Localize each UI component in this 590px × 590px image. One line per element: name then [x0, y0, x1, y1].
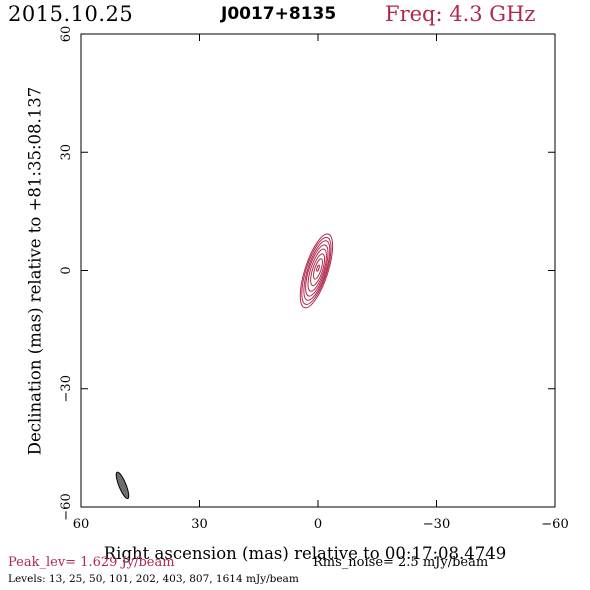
y-tick-label: −60	[59, 493, 74, 520]
y-tick-label: 0	[59, 266, 74, 274]
peak-level: Peak_lev= 1.629 Jy/beam	[8, 555, 175, 570]
contour-levels: Levels: 13, 25, 50, 101, 202, 403, 807, …	[8, 573, 299, 585]
contour-level-101	[305, 244, 329, 297]
beam-shape	[115, 471, 130, 500]
rms-noise: Rms_noise= 2.5 mJy/beam	[313, 555, 489, 570]
observation-date: 2015.10.25	[8, 2, 134, 26]
contour-level-1614	[316, 264, 320, 272]
contour-level-807	[313, 258, 323, 280]
x-tick-label: 30	[191, 517, 208, 532]
contour-level-50	[303, 240, 331, 301]
axis-ticks	[80, 33, 556, 508]
contour-level-202	[307, 248, 327, 292]
contour-level-25	[301, 236, 332, 305]
source-name: J0017+8135	[221, 4, 337, 24]
x-tick-label: 60	[73, 517, 90, 532]
contour-lines	[299, 233, 334, 309]
y-axis-label: Declination (mas) relative to +81:35:08.…	[25, 86, 45, 456]
y-tick-label: 30	[59, 144, 74, 161]
contour-level-403	[310, 253, 326, 287]
x-tick-label: 0	[314, 517, 322, 532]
x-tick-label: −30	[423, 517, 450, 532]
x-tick-label: −60	[541, 517, 568, 532]
frequency-label: Freq: 4.3 GHz	[385, 2, 536, 26]
beam-ellipse	[115, 471, 130, 500]
x-axis-label: Right ascension (mas) relative to 00:17:…	[103, 544, 507, 563]
contour-level-13	[299, 233, 334, 309]
y-tick-label: 60	[59, 26, 74, 43]
y-tick-label: −30	[59, 375, 74, 402]
